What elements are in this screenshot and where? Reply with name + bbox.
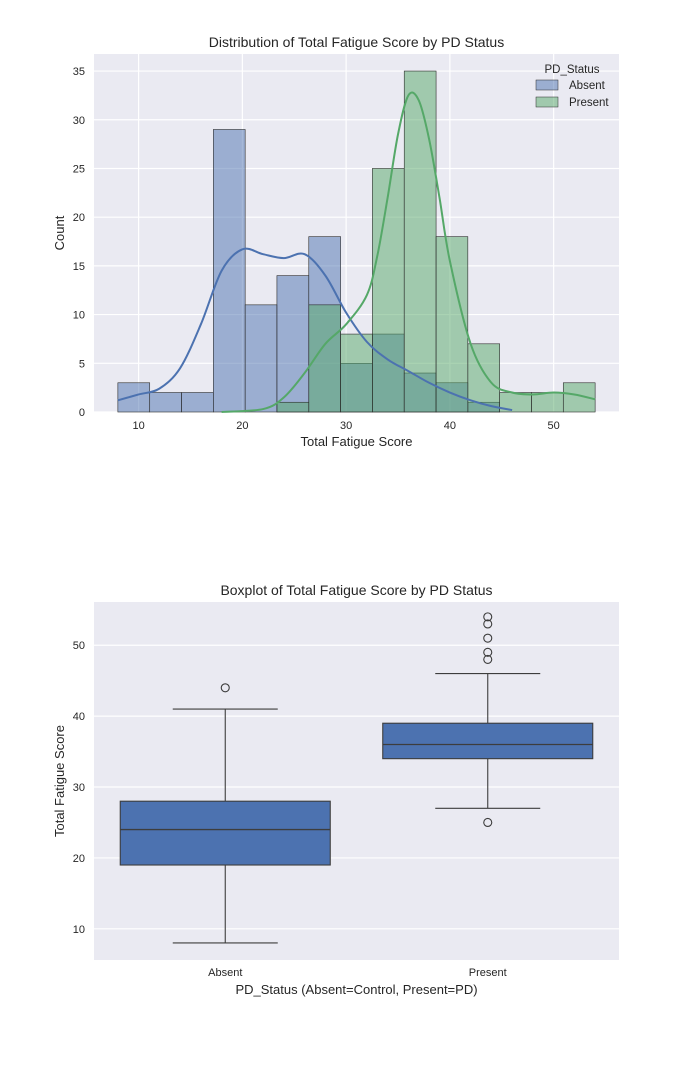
box-iqr [382, 722, 594, 760]
boxplot-y-tick-label: 50 [73, 640, 85, 652]
boxplot-boxes [119, 612, 594, 944]
legend-swatch-present [535, 96, 559, 108]
histogram-bar-present [308, 304, 341, 413]
outlier-point [483, 612, 493, 622]
histogram-bar-present [403, 70, 437, 413]
boxplot-panel: 10 20 30 40 50 Absent Present Boxplot of Total… [52, 582, 619, 997]
histogram-bar-absent [181, 392, 214, 413]
histogram-x-tick-label: 20 [236, 420, 248, 432]
histogram-bar-present [372, 168, 405, 413]
outlier-point [220, 683, 230, 693]
histogram-bar-absent [117, 382, 151, 413]
histogram-y-tick-label: 0 [79, 407, 85, 419]
boxplot-y-tick-label: 10 [73, 924, 85, 936]
legend-swatch-absent [535, 79, 559, 91]
histogram-y-tick-label: 25 [73, 163, 85, 175]
box-iqr [119, 800, 331, 866]
histogram-y-tick-label: 15 [73, 261, 85, 273]
boxplot-plot-area [94, 602, 619, 960]
histogram-y-tick-label: 10 [73, 310, 85, 322]
outlier-point [483, 633, 493, 643]
boxplot-y-axis-label: Total Fatigue Score [52, 725, 67, 837]
boxplot-y-tick-label: 40 [73, 711, 85, 723]
histogram-x-tick-label: 40 [444, 420, 456, 432]
legend-label-absent: Absent [569, 80, 606, 92]
boxplot-grid [94, 644, 619, 930]
boxplot-y-tick-label: 30 [73, 782, 85, 794]
histogram-title: Distribution of Total Fatigue Score by P… [209, 34, 504, 50]
box-present [382, 612, 594, 828]
histogram-kde-curves [117, 91, 596, 413]
boxplot-title: Boxplot of Total Fatigue Score by PD Sta… [220, 582, 492, 598]
outlier-point [483, 647, 493, 657]
histogram-y-tick-label: 20 [73, 212, 85, 224]
outlier-point [483, 619, 493, 629]
histogram-bar-present [276, 401, 310, 413]
boxplot-y-tick-label: 20 [73, 853, 85, 865]
histogram-bar-absent [276, 275, 310, 413]
histogram-x-tick-label: 50 [548, 420, 560, 432]
histogram-y-tick-label: 5 [79, 358, 85, 370]
box-absent [119, 683, 331, 944]
histogram-x-tick-label: 30 [340, 420, 352, 432]
histogram-x-axis-label: Total Fatigue Score [300, 434, 412, 449]
boxplot-x-tick-label: Absent [208, 967, 242, 979]
histogram-y-tick-label: 30 [73, 115, 85, 127]
histogram-bar-absent [213, 129, 246, 413]
kde-curve-absent [117, 247, 513, 412]
histogram-y-tick-label: 35 [73, 66, 85, 78]
histogram-legend: PD_Status Absent Present [535, 64, 609, 109]
boxplot-x-axis-label: PD_Status (Absent=Control, Present=PD) [235, 982, 477, 997]
histogram-bar-present [340, 333, 373, 413]
legend-title: PD_Status [545, 64, 600, 76]
histogram-bar-present [531, 392, 564, 413]
histogram-y-axis-label: Count [52, 215, 67, 250]
histogram-panel: 10 20 30 40 50 0 5 10 15 20 25 30 35 Distribution of… [52, 34, 619, 449]
boxplot-tick-labels: 10 20 30 40 50 Absent Present [73, 640, 507, 979]
histogram-bar-absent [149, 392, 182, 413]
histogram-bars [117, 70, 596, 413]
legend-label-present: Present [569, 97, 609, 109]
boxplot-x-tick-label: Present [469, 967, 507, 979]
histogram-bar-absent [244, 304, 278, 413]
histogram-tick-labels: 10 20 30 40 50 0 5 10 15 20 25 30 35 [73, 66, 560, 432]
outlier-point [483, 817, 493, 828]
outlier-point [483, 654, 493, 664]
histogram-bar-present [435, 236, 469, 413]
kde-curve-present [221, 91, 596, 413]
histogram-x-tick-label: 10 [132, 420, 144, 432]
